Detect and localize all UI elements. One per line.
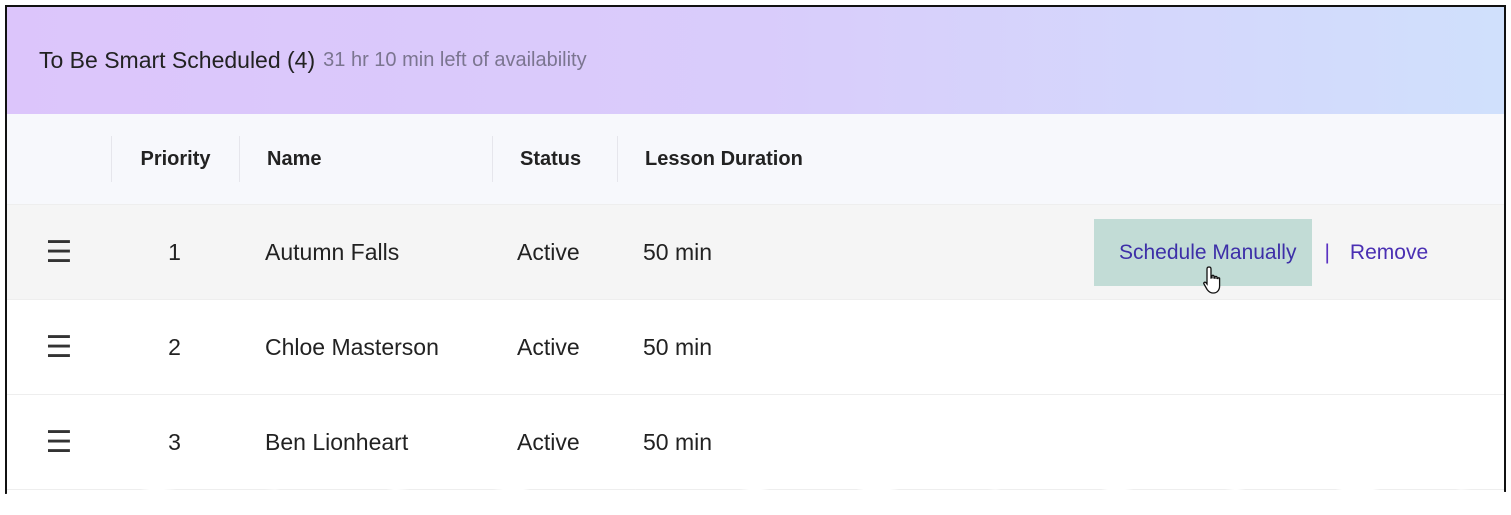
table-row[interactable]: ☰ 1 Autumn Falls Active 50 min Schedule … bbox=[7, 205, 1504, 300]
availability-text: 31 hr 10 min left of availability bbox=[323, 49, 587, 71]
name-cell: Ben Lionheart bbox=[265, 428, 409, 455]
drag-handle-icon[interactable]: ☰ bbox=[45, 235, 73, 269]
panel-header: To Be Smart Scheduled (4) 31 hr 10 min l… bbox=[7, 7, 1504, 114]
remove-link[interactable]: Remove bbox=[1349, 240, 1429, 264]
column-header-name[interactable]: Name bbox=[239, 136, 492, 182]
table-row[interactable]: ☰ 3 Ben Lionheart Active 50 min bbox=[7, 395, 1504, 490]
priority-cell: 3 bbox=[168, 428, 181, 455]
schedule-manually-label: Schedule Manually bbox=[1119, 241, 1297, 264]
priority-cell: 2 bbox=[168, 333, 181, 360]
drag-handle-icon[interactable]: ☰ bbox=[45, 425, 73, 459]
drag-handle-icon[interactable]: ☰ bbox=[45, 330, 73, 364]
duration-cell: 50 min bbox=[643, 333, 713, 360]
column-header-priority[interactable]: Priority bbox=[111, 136, 239, 182]
duration-cell: 50 min bbox=[643, 428, 713, 455]
schedule-manually-button[interactable]: Schedule Manually bbox=[1094, 219, 1313, 294]
name-cell: Chloe Masterson bbox=[265, 333, 439, 360]
action-separator: | bbox=[1324, 240, 1330, 264]
status-cell: Active bbox=[517, 238, 580, 265]
smart-schedule-panel: To Be Smart Scheduled (4) 31 hr 10 min l… bbox=[5, 5, 1506, 497]
status-cell: Active bbox=[517, 428, 580, 455]
table-row[interactable]: ☰ 2 Chloe Masterson Active 50 min bbox=[7, 300, 1504, 395]
table-header: Priority Name Status Lesson Duration bbox=[7, 114, 1504, 205]
column-header-lesson-duration[interactable]: Lesson Duration bbox=[617, 136, 803, 182]
hand-pointer-icon bbox=[1203, 266, 1221, 294]
name-cell: Autumn Falls bbox=[265, 238, 400, 265]
row-actions: Schedule Manually | Remove bbox=[1094, 219, 1429, 294]
panel-title: To Be Smart Scheduled (4) bbox=[39, 47, 316, 73]
priority-cell: 1 bbox=[168, 238, 181, 265]
status-cell: Active bbox=[517, 333, 580, 360]
duration-cell: 50 min bbox=[643, 238, 713, 265]
column-header-status[interactable]: Status bbox=[492, 136, 617, 182]
